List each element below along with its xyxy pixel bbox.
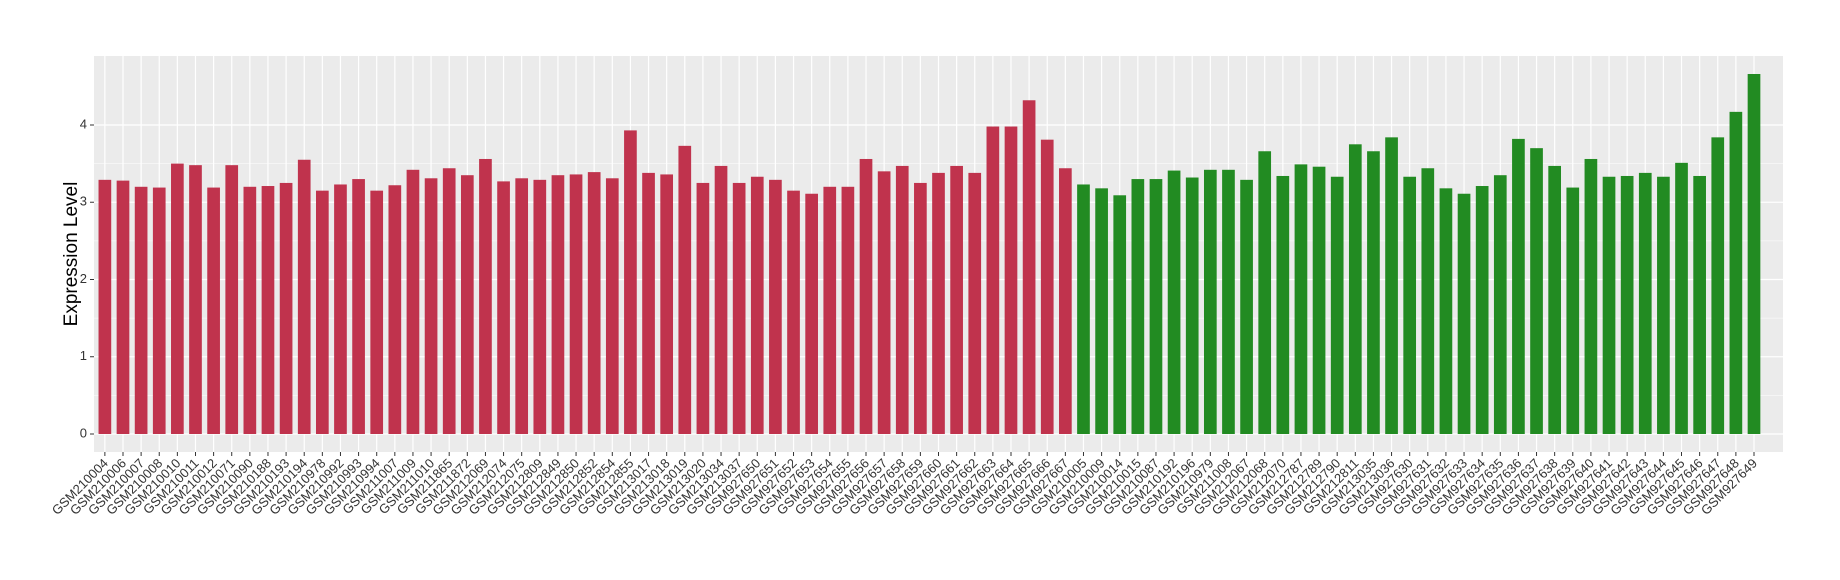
bar (895, 165, 909, 434)
bar (1131, 179, 1145, 434)
bar (1167, 170, 1181, 434)
bar (1620, 175, 1634, 434)
bar (841, 186, 855, 434)
bar (678, 145, 692, 434)
bar (497, 181, 510, 434)
bar (1512, 138, 1525, 434)
bar (1693, 175, 1706, 434)
bar (207, 187, 220, 434)
bar (533, 179, 547, 434)
bar (1711, 137, 1725, 434)
bar (1059, 168, 1072, 434)
bar (225, 165, 239, 434)
bar (1040, 139, 1054, 435)
bar (1602, 176, 1616, 435)
bar (1747, 74, 1761, 434)
bar (660, 174, 674, 434)
bar (370, 190, 384, 434)
bar (859, 158, 873, 434)
bar (1294, 164, 1308, 434)
bar (1113, 195, 1127, 434)
y-tick-label: 0 (80, 425, 87, 440)
bar (569, 174, 583, 434)
bar (750, 176, 764, 435)
bar (1421, 168, 1435, 434)
bar (406, 169, 420, 434)
bar (1729, 111, 1743, 435)
bar (1566, 187, 1580, 434)
y-axis-title: Expression Level (61, 182, 82, 327)
bar (1022, 100, 1036, 434)
bar (823, 186, 837, 434)
bar (587, 172, 601, 435)
bar (1077, 184, 1090, 434)
bar (932, 172, 945, 434)
bar (261, 186, 275, 434)
bar (1657, 176, 1670, 435)
bar (950, 165, 963, 434)
bar (98, 179, 112, 434)
bar (134, 186, 148, 434)
bar (515, 178, 529, 434)
bar (297, 159, 311, 434)
bar (986, 126, 1000, 434)
bar (315, 190, 329, 434)
bar (1240, 179, 1253, 434)
bar (1403, 176, 1417, 435)
bar (352, 179, 365, 434)
bar (1312, 166, 1326, 434)
bar (460, 175, 474, 434)
bar (279, 182, 293, 434)
bar (1258, 151, 1272, 434)
y-tick-label: 3 (80, 194, 87, 209)
bar (424, 178, 438, 434)
bar (605, 178, 619, 434)
bar (1638, 172, 1652, 434)
bar (189, 165, 202, 434)
bar (914, 182, 927, 434)
bar (1095, 188, 1108, 434)
bar (1330, 176, 1344, 435)
bar (1203, 169, 1217, 434)
bar (805, 193, 818, 434)
bar (1475, 186, 1489, 434)
y-tick-label: 4 (80, 116, 87, 131)
bar (1457, 193, 1471, 434)
bar (1004, 126, 1018, 434)
bar (479, 158, 492, 434)
bar (334, 184, 347, 434)
bar (1367, 151, 1380, 434)
y-tick-label: 1 (80, 348, 87, 363)
bar (388, 185, 402, 434)
bar (551, 175, 565, 434)
bar (442, 168, 456, 434)
bar (1675, 162, 1688, 435)
bar (642, 172, 655, 434)
bar (1584, 158, 1598, 434)
bar (769, 179, 782, 434)
bar (1548, 165, 1562, 434)
bar (1276, 175, 1290, 434)
y-tick-label: 2 (80, 271, 87, 286)
bar (732, 182, 746, 434)
bar (1348, 144, 1362, 435)
bar (1185, 177, 1199, 434)
bar (1493, 175, 1507, 434)
bar (243, 186, 257, 434)
bar (116, 180, 130, 434)
bar (968, 172, 982, 434)
bar (1149, 179, 1163, 434)
bar (152, 187, 166, 434)
bar (1439, 188, 1453, 434)
bar (787, 190, 800, 434)
bar (171, 163, 184, 434)
bar (1530, 148, 1543, 434)
bar (1222, 169, 1235, 434)
bar (624, 130, 637, 435)
bar (696, 182, 710, 434)
bar (1385, 137, 1398, 434)
bar (877, 171, 891, 434)
bar (714, 165, 728, 434)
